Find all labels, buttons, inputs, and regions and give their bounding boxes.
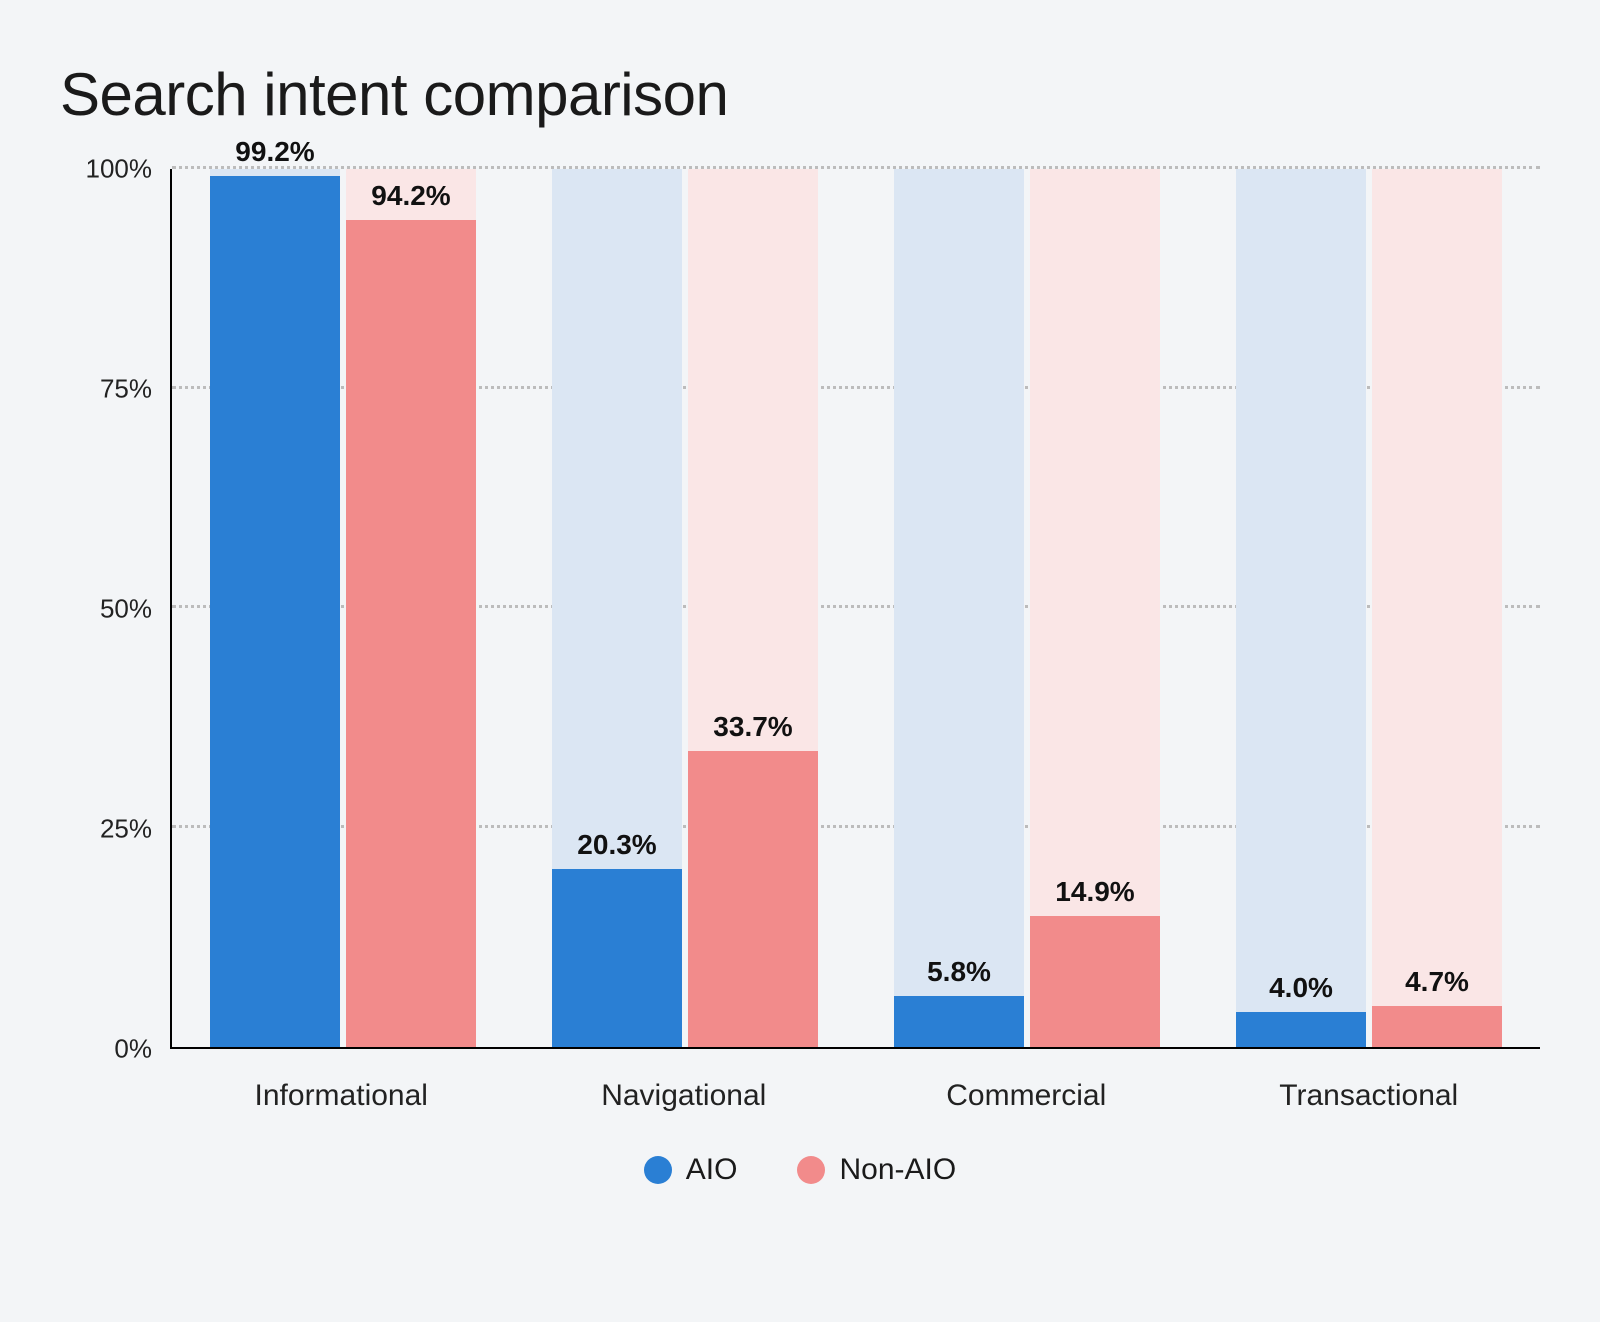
x-axis-label: Informational	[170, 1079, 513, 1113]
bar: 94.2%	[346, 220, 476, 1047]
bar-group: 4.0%4.7%	[1198, 169, 1540, 1047]
bar-track: 94.2%	[346, 169, 476, 1047]
x-axis-label: Transactional	[1198, 1079, 1541, 1113]
bar-track: 99.2%	[210, 169, 340, 1047]
bar-group: 5.8%14.9%	[856, 169, 1198, 1047]
bar-group: 99.2%94.2%	[172, 169, 514, 1047]
bar-value-label: 4.0%	[1269, 972, 1333, 1004]
bar-value-label: 20.3%	[577, 829, 656, 861]
bar-value-label: 94.2%	[371, 180, 450, 212]
bar-background	[894, 169, 1024, 1047]
bar-group: 20.3%33.7%	[514, 169, 856, 1047]
bar-track: 20.3%	[552, 169, 682, 1047]
legend-item: AIO	[644, 1153, 738, 1187]
bar-track: 33.7%	[688, 169, 818, 1047]
legend-item: Non-AIO	[797, 1153, 956, 1187]
bar-track: 14.9%	[1030, 169, 1160, 1047]
bar-value-label: 5.8%	[927, 956, 991, 988]
y-axis: 0%25%50%75%100%	[60, 169, 170, 1049]
chart-title: Search intent comparison	[60, 60, 1540, 129]
bar: 99.2%	[210, 176, 340, 1047]
bar-background	[1236, 169, 1366, 1047]
legend-label: Non-AIO	[839, 1153, 956, 1187]
y-tick-label: 0%	[114, 1034, 152, 1065]
bar: 14.9%	[1030, 916, 1160, 1047]
bar: 4.7%	[1372, 1006, 1502, 1047]
x-axis: InformationalNavigationalCommercialTrans…	[170, 1079, 1540, 1113]
chart-area: 0%25%50%75%100% 99.2%94.2%20.3%33.7%5.8%…	[60, 169, 1540, 1187]
y-tick-label: 75%	[100, 374, 152, 405]
bar-track: 5.8%	[894, 169, 1024, 1047]
legend-swatch	[797, 1156, 825, 1184]
legend: AIO Non-AIO	[60, 1153, 1540, 1187]
y-tick-label: 50%	[100, 594, 152, 625]
x-axis-label: Commercial	[855, 1079, 1198, 1113]
legend-label: AIO	[686, 1153, 738, 1187]
bar-groups: 99.2%94.2%20.3%33.7%5.8%14.9%4.0%4.7%	[172, 169, 1540, 1047]
y-tick-label: 25%	[100, 814, 152, 845]
bar: 20.3%	[552, 869, 682, 1047]
bar: 33.7%	[688, 751, 818, 1047]
legend-swatch	[644, 1156, 672, 1184]
bar-background	[1372, 169, 1502, 1047]
bar-value-label: 14.9%	[1055, 876, 1134, 908]
bar-value-label: 33.7%	[713, 711, 792, 743]
bar: 4.0%	[1236, 1012, 1366, 1047]
bar-value-label: 4.7%	[1405, 966, 1469, 998]
y-tick-label: 100%	[86, 154, 153, 185]
bar-value-label: 99.2%	[235, 136, 314, 168]
bar-track: 4.7%	[1372, 169, 1502, 1047]
bar-track: 4.0%	[1236, 169, 1366, 1047]
plot-area: 99.2%94.2%20.3%33.7%5.8%14.9%4.0%4.7%	[170, 169, 1540, 1049]
bar: 5.8%	[894, 996, 1024, 1047]
x-axis-label: Navigational	[513, 1079, 856, 1113]
